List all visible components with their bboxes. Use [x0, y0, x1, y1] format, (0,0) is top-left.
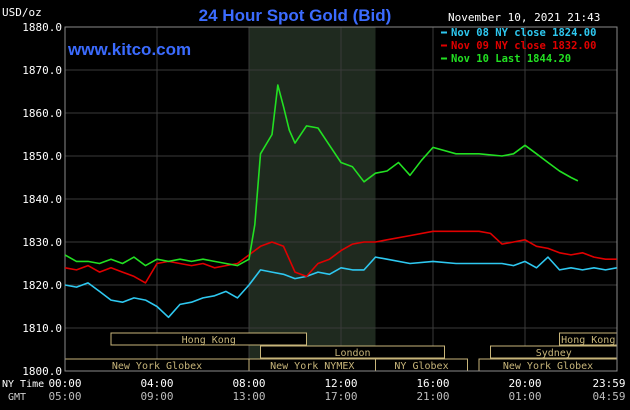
y-tick-label: 1840.0 — [22, 193, 62, 206]
y-tick-label: 1850.0 — [22, 150, 62, 163]
y-tick-label: 1830.0 — [22, 236, 62, 249]
gmt-tick: 05:00 — [48, 390, 81, 403]
market-session-bars: Hong Kong Hong Kong London Sydney New York G… — [64, 332, 618, 372]
y-tick-label: 1860.0 — [22, 107, 62, 120]
market-label: London — [334, 348, 370, 359]
ny-time-label: NY Time — [2, 379, 44, 390]
y-tick-labels: 1800.0 1810.0 1820.0 1830.0 1840.0 1850.0 1860… — [22, 21, 62, 378]
gmt-tick: 04:59 — [592, 390, 625, 403]
ny-time-tick: 04:00 — [140, 377, 173, 390]
ny-time-tick: 16:00 — [416, 377, 449, 390]
ny-time-tick: 08:00 — [232, 377, 265, 390]
y-tick-label: 1870.0 — [22, 64, 62, 77]
ny-time-tick: 00:00 — [48, 377, 81, 390]
series-line — [64, 256, 617, 319]
market-box — [110, 332, 307, 346]
series-line — [64, 84, 579, 267]
y-tick-label: 1880.0 — [22, 21, 62, 34]
market-label: Hong Kong — [182, 335, 236, 346]
gmt-label: GMT — [8, 392, 26, 403]
y-tick-label: 1820.0 — [22, 279, 62, 292]
legend-label: Nov 10 Last 1844.20 — [451, 53, 571, 65]
ny-time-tick: 23:59 — [592, 377, 625, 390]
market-label: Hong Kong — [561, 335, 615, 346]
ny-time-tick: 20:00 — [508, 377, 541, 390]
price-series — [64, 84, 617, 319]
gmt-tick: 13:00 — [232, 390, 265, 403]
y-tick-label: 1810.0 — [22, 322, 62, 335]
market-label: New York NYMEX — [270, 361, 354, 372]
legend-label: Nov 08 NY close 1824.00 — [451, 27, 596, 39]
gmt-tick: 21:00 — [416, 390, 449, 403]
legend-label: Nov 09 NY close 1832.00 — [451, 40, 596, 52]
market-label: NY Globex — [394, 361, 448, 372]
gmt-tick: 01:00 — [508, 390, 541, 403]
plot-border — [64, 26, 618, 372]
series-line — [64, 230, 617, 284]
y-tick-label: 1800.0 — [22, 365, 62, 378]
unit-label: USD/oz — [2, 6, 42, 19]
gmt-tick: 17:00 — [324, 390, 357, 403]
timestamp: November 10, 2021 21:43 — [448, 11, 600, 24]
ny-time-tick: 12:00 — [324, 377, 357, 390]
market-label: Sydney — [536, 348, 572, 359]
market-box — [260, 345, 445, 359]
plot-frame — [64, 26, 618, 372]
gmt-tick: 09:00 — [140, 390, 173, 403]
market-label: New York Globex — [112, 361, 202, 372]
website-link[interactable]: www.kitco.com — [67, 40, 191, 59]
chart-title: 24 Hour Spot Gold (Bid) — [199, 6, 392, 25]
market-label: New York Globex — [503, 361, 593, 372]
